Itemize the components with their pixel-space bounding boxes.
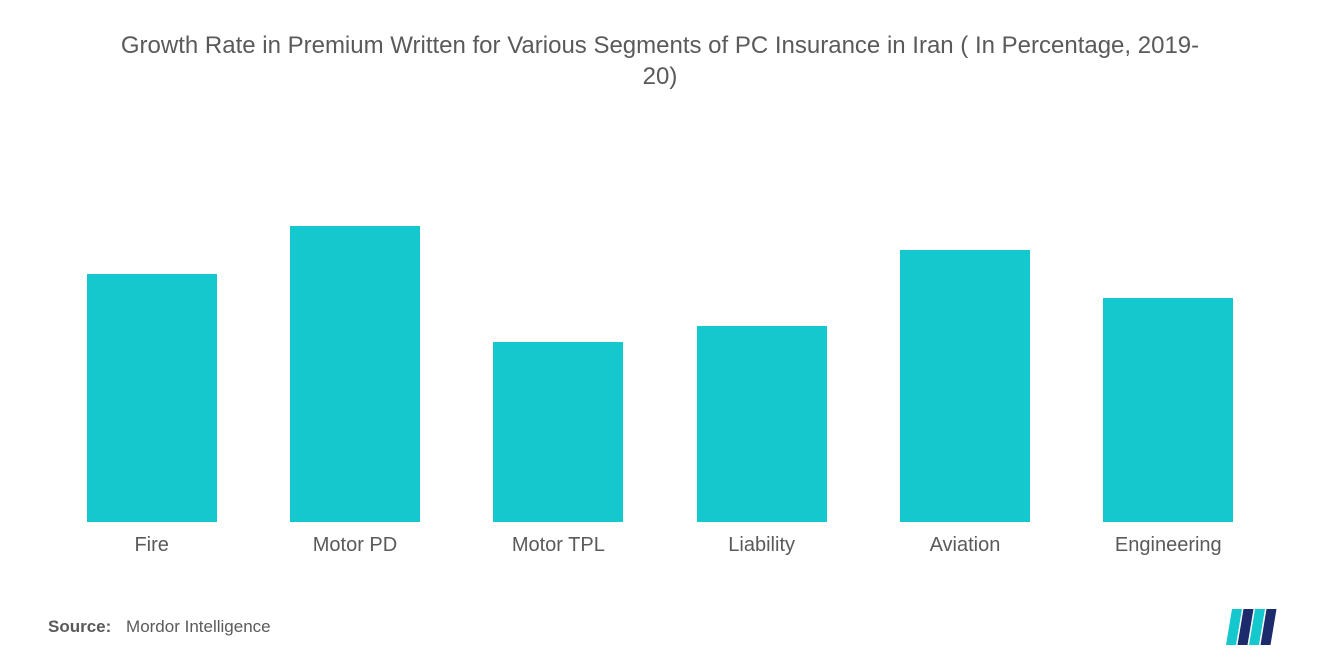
bar — [1103, 298, 1233, 522]
x-axis-label: Motor TPL — [457, 534, 660, 557]
source-value: Mordor Intelligence — [126, 617, 271, 636]
chart-container: Growth Rate in Premium Written for Vario… — [0, 0, 1320, 665]
bar-slot — [863, 122, 1066, 522]
x-axis-label: Fire — [50, 534, 253, 557]
bar — [493, 342, 623, 522]
bar-slot — [457, 122, 660, 522]
bar-slot — [660, 122, 863, 522]
bar — [290, 226, 420, 522]
bar — [87, 274, 217, 522]
x-axis-label: Motor PD — [253, 534, 456, 557]
source-attribution: Source: Mordor Intelligence — [48, 617, 271, 637]
brand-logo-icon — [1226, 609, 1280, 645]
bar-slot — [50, 122, 253, 522]
chart-title: Growth Rate in Premium Written for Vario… — [110, 30, 1210, 92]
source-label: Source: — [48, 617, 111, 636]
bar — [900, 250, 1030, 522]
x-axis-label: Liability — [660, 534, 863, 557]
x-axis-label: Engineering — [1067, 534, 1270, 557]
bar-slot — [1067, 122, 1270, 522]
bar — [697, 326, 827, 522]
x-axis-label: Aviation — [863, 534, 1066, 557]
bars-row — [40, 122, 1280, 522]
plot-area — [40, 122, 1280, 522]
bar-slot — [253, 122, 456, 522]
x-axis-labels: FireMotor PDMotor TPLLiabilityAviationEn… — [40, 522, 1280, 557]
